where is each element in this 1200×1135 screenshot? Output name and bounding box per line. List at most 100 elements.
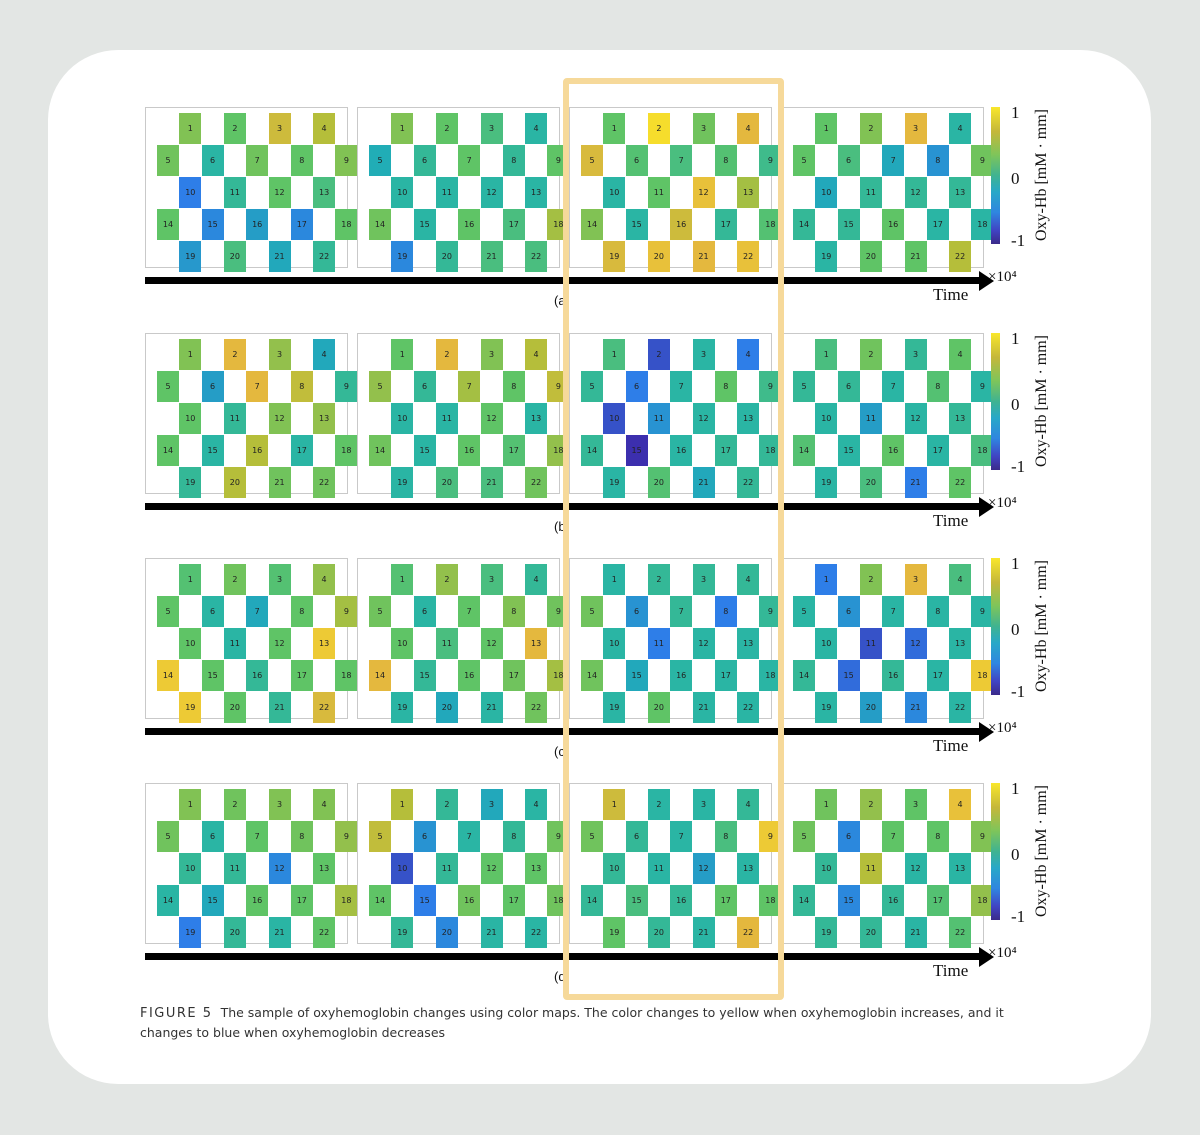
channel-cell: 16 <box>246 435 269 466</box>
channel-cell: 14 <box>793 885 815 916</box>
channel-cell: 22 <box>525 241 548 272</box>
channel-cell: 5 <box>157 145 179 176</box>
color-map-frame: 1 2 3 4 5 6 7 8 9 10 11 12 13 14 15 16 17 18 19 20 21 22 <box>569 107 782 272</box>
channel-cell: 1 <box>603 789 626 820</box>
channel-cell: 11 <box>435 403 458 434</box>
channel-cell: 5 <box>157 371 179 402</box>
channel-cell: 8 <box>502 821 525 852</box>
channel-cell: 9 <box>971 371 994 402</box>
channel-cell: 11 <box>435 853 458 884</box>
channel-cell: 12 <box>480 177 503 208</box>
channel-cell: 14 <box>369 885 391 916</box>
channel-cell: 15 <box>201 435 224 466</box>
channel-cell: 12 <box>268 177 291 208</box>
channel-cell: 2 <box>859 789 882 820</box>
channel-cell: 7 <box>882 596 905 627</box>
channel-cell: 11 <box>859 403 882 434</box>
channel-cell: 6 <box>413 145 436 176</box>
channel-cell: 21 <box>268 917 291 948</box>
channel-cell: 13 <box>525 177 548 208</box>
color-map-frame: 1 2 3 4 5 6 7 8 9 10 11 12 13 14 15 16 17 18 19 20 21 22 <box>569 783 782 948</box>
color-map-frame: 1 2 3 4 5 6 7 8 9 10 11 12 13 14 15 16 17 18 19 20 21 22 <box>145 783 358 948</box>
channel-cell: 9 <box>335 821 358 852</box>
channel-cell: 12 <box>268 403 291 434</box>
channel-cell: 22 <box>313 917 336 948</box>
colorbar-tick-label: 0 <box>1011 395 1020 414</box>
channel-cell: 20 <box>435 467 458 498</box>
channel-cell: 13 <box>525 403 548 434</box>
channel-cell: 11 <box>647 628 670 659</box>
channel-cell: 18 <box>759 660 782 691</box>
channel-cell: 1 <box>815 789 838 820</box>
channel-cell: 12 <box>268 853 291 884</box>
channel-cell: 14 <box>581 435 603 466</box>
channel-cell: 4 <box>737 113 760 144</box>
color-map-frame: 1 2 3 4 5 6 7 8 9 10 11 12 13 14 15 16 17 18 19 20 21 22 <box>357 333 570 498</box>
channel-cell: 6 <box>413 821 436 852</box>
channel-cell: 15 <box>413 435 436 466</box>
channel-cell: 4 <box>525 789 548 820</box>
channel-cell: 16 <box>458 209 481 240</box>
colorbar <box>991 558 1000 695</box>
channel-cell: 20 <box>647 692 670 723</box>
channel-cell: 10 <box>391 853 414 884</box>
time-axis-label: Time <box>933 736 969 755</box>
time-axis-label: Time <box>933 961 969 980</box>
channel-cell: 4 <box>313 789 336 820</box>
colorbar-tick-label: -1 <box>1011 457 1026 476</box>
channel-cell: 10 <box>603 628 626 659</box>
channel-cell: 15 <box>625 885 648 916</box>
channel-cell: 5 <box>793 596 815 627</box>
channel-cell: 6 <box>201 596 224 627</box>
color-map-frame: 1 2 3 4 5 6 7 8 9 10 11 12 13 14 15 16 17 18 19 20 21 22 <box>145 558 358 723</box>
channel-cell: 21 <box>692 467 715 498</box>
channel-cell: 14 <box>581 209 603 240</box>
channel-cell: 15 <box>201 885 224 916</box>
channel-cell: 15 <box>413 885 436 916</box>
colorbar-tick-label: 1 <box>1011 779 1020 798</box>
channel-cell: 10 <box>179 177 202 208</box>
channel-cell: 1 <box>179 113 202 144</box>
panel-d: 1 2 3 4 5 6 7 8 9 10 11 12 13 14 15 16 17 18 19 20 21 22 1 2 3 4 5… <box>145 779 1050 1003</box>
channel-cell: 19 <box>603 692 626 723</box>
channel-cell: 1 <box>179 339 202 370</box>
channel-cell: 18 <box>547 435 570 466</box>
channel-cell: 7 <box>882 821 905 852</box>
figure-caption-text: The sample of oxyhemoglobin changes usin… <box>140 1005 1004 1040</box>
channel-cell: 11 <box>859 853 882 884</box>
channel-cell: 16 <box>670 435 693 466</box>
channel-cell: 5 <box>157 821 179 852</box>
channel-cell: 19 <box>815 241 838 272</box>
channel-cell: 21 <box>904 241 927 272</box>
channel-cell: 7 <box>670 145 693 176</box>
channel-cell: 4 <box>949 789 972 820</box>
channel-cell: 15 <box>201 660 224 691</box>
channel-cell: 13 <box>949 628 972 659</box>
channel-cell: 20 <box>859 467 882 498</box>
channel-cell: 8 <box>926 596 949 627</box>
channel-cell: 12 <box>904 177 927 208</box>
channel-cell: 3 <box>480 564 503 595</box>
channel-cell: 14 <box>157 660 179 691</box>
channel-cell: 21 <box>692 692 715 723</box>
channel-cell: 16 <box>246 660 269 691</box>
channel-cell: 18 <box>335 660 358 691</box>
channel-cell: 20 <box>647 917 670 948</box>
color-map-frame: 1 2 3 4 5 6 7 8 9 10 11 12 13 14 15 16 17 18 19 20 21 22 <box>357 783 570 948</box>
channel-cell: 5 <box>369 371 391 402</box>
channel-cell: 6 <box>625 145 648 176</box>
channel-cell: 1 <box>391 339 414 370</box>
channel-cell: 15 <box>201 209 224 240</box>
channel-cell: 2 <box>223 113 246 144</box>
color-map-frame: 1 2 3 4 5 6 7 8 9 10 11 12 13 14 15 16 17 18 19 20 21 22 <box>569 333 782 498</box>
channel-cell: 22 <box>525 692 548 723</box>
channel-cell: 22 <box>313 692 336 723</box>
channel-cell: 13 <box>313 403 336 434</box>
channel-cell: 15 <box>837 885 860 916</box>
channel-cell: 9 <box>547 145 570 176</box>
channel-cell: 12 <box>480 403 503 434</box>
colorbar-tick-label: -1 <box>1011 907 1026 926</box>
channel-cell: 16 <box>458 435 481 466</box>
channel-cell: 5 <box>369 145 391 176</box>
channel-cell: 22 <box>949 241 972 272</box>
